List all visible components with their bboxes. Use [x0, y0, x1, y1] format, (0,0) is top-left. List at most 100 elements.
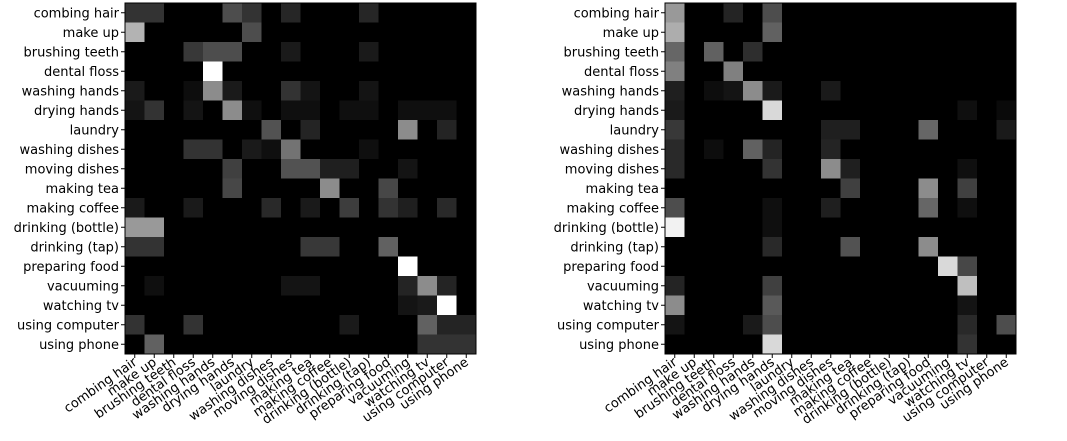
heatmap-cell-r0-c4 [203, 3, 223, 23]
heatmap-cell-r7-c8 [281, 139, 301, 160]
heatmap-cell-r1-c17 [456, 22, 477, 43]
heatmap-cell-r14-c15 [957, 276, 978, 296]
heatmap-cell-r15-c13 [918, 295, 939, 316]
heatmap-cell-r17-c11 [879, 334, 900, 355]
heatmap-cell-r0-c2 [164, 3, 184, 23]
heatmap-cell-r8-c10 [860, 159, 880, 179]
heatmap-cell-r14-c5 [762, 276, 783, 296]
heatmap-cell-r11-c8 [821, 217, 841, 238]
heatmap-cell-r1-c8 [281, 22, 301, 43]
heatmap-cell-r3-c13 [918, 61, 939, 82]
heatmap-cell-r14-c12 [359, 276, 379, 296]
heatmap-cell-r12-c6 [242, 237, 262, 257]
heatmap-cell-r11-c12 [899, 217, 919, 238]
heatmap-cell-r13-c14 [938, 256, 958, 277]
heatmap-cell-r1-c14 [398, 22, 418, 43]
heatmap-cell-r0-c9 [840, 3, 861, 23]
heatmap-cell-r10-c7 [261, 198, 282, 218]
heatmap-cell-r0-c11 [339, 3, 360, 23]
heatmap-cell-r0-c8 [821, 3, 841, 23]
heatmap-cell-r3-c11 [879, 61, 900, 82]
heatmap-cell-r5-c8 [281, 100, 301, 121]
heatmap-cell-r12-c13 [918, 237, 939, 257]
heatmap-cell-r17-c10 [860, 334, 880, 355]
heatmap-cell-r15-c17 [996, 295, 1017, 316]
heatmap-cell-r11-c8 [281, 217, 301, 238]
heatmap-cell-r14-c10 [860, 276, 880, 296]
y-tick-label-make-up: make up [603, 26, 659, 41]
heatmap-cell-r10-c0 [665, 198, 685, 218]
heatmap-cell-r14-c14 [398, 276, 418, 296]
heatmap-cell-r4-c9 [840, 81, 861, 101]
heatmap-cell-r3-c11 [339, 61, 360, 82]
heatmap-cell-r7-c7 [261, 139, 282, 160]
heatmap-cell-r1-c6 [242, 22, 262, 43]
heatmap-cell-r8-c17 [996, 159, 1017, 179]
heatmap-cell-r11-c0 [665, 217, 685, 238]
heatmap-cell-r10-c5 [222, 198, 243, 218]
heatmap-cell-r8-c16 [977, 159, 997, 179]
heatmap-cell-r11-c9 [840, 217, 861, 238]
heatmap-cell-r0-c3 [183, 3, 204, 23]
heatmap-cell-r5-c2 [704, 100, 724, 121]
heatmap-cell-r9-c9 [840, 178, 861, 199]
heatmap-cell-r8-c14 [398, 159, 418, 179]
y-tick-label-drying-hands: drying hands [574, 104, 659, 119]
heatmap-cell-r5-c10 [860, 100, 880, 121]
heatmap-cell-r4-c13 [378, 81, 399, 101]
heatmap-cell-r11-c2 [704, 217, 724, 238]
heatmap-cell-r10-c12 [359, 198, 379, 218]
heatmap-cell-r16-c8 [281, 315, 301, 335]
heatmap-cell-r4-c3 [183, 81, 204, 101]
heatmap-cell-r12-c17 [456, 237, 477, 257]
heatmap-cell-r16-c3 [723, 315, 744, 335]
heatmap-cell-r12-c2 [704, 237, 724, 257]
heatmap-cell-r17-c8 [821, 334, 841, 355]
heatmap-cell-r4-c15 [417, 81, 438, 101]
heatmap-cell-r1-c13 [918, 22, 939, 43]
heatmap-cell-r6-c6 [242, 120, 262, 140]
heatmap-cell-r13-c5 [222, 256, 243, 277]
heatmap-cell-r7-c11 [879, 139, 900, 160]
heatmap-cell-r1-c2 [704, 22, 724, 43]
heatmap-cell-r6-c2 [164, 120, 184, 140]
heatmap-cell-r7-c11 [339, 139, 360, 160]
heatmap-cell-r2-c11 [339, 42, 360, 62]
heatmap-cell-r16-c16 [437, 315, 457, 335]
heatmap-cell-r9-c11 [879, 178, 900, 199]
heatmap-cell-r15-c0 [125, 295, 145, 316]
heatmap-cell-r15-c15 [417, 295, 438, 316]
heatmap-cell-r5-c3 [183, 100, 204, 121]
heatmap-cell-r7-c14 [938, 139, 958, 160]
y-tick-label-washing-dishes: washing dishes [20, 143, 120, 158]
heatmap-cell-r9-c13 [378, 178, 399, 199]
y-tick-label-watching-tv: watching tv [583, 299, 659, 314]
heatmap-cell-r5-c5 [762, 100, 783, 121]
heatmap-cell-r6-c11 [339, 120, 360, 140]
heatmap-cell-r15-c1 [684, 295, 705, 316]
heatmap-cell-r9-c17 [456, 178, 477, 199]
heatmap-cell-r9-c7 [261, 178, 282, 199]
heatmap-cell-r4-c2 [164, 81, 184, 101]
heatmap-cell-r7-c4 [203, 139, 223, 160]
heatmap-cell-r14-c7 [801, 276, 822, 296]
heatmap-cell-r6-c1 [684, 120, 705, 140]
heatmap-cell-r17-c4 [203, 334, 223, 355]
heatmap-cell-r17-c7 [261, 334, 282, 355]
heatmap-cell-r14-c17 [456, 276, 477, 296]
heatmap-cell-r12-c5 [762, 237, 783, 257]
heatmap-cell-r2-c16 [437, 42, 457, 62]
heatmap-cell-r12-c16 [977, 237, 997, 257]
heatmap-cell-r5-c12 [359, 100, 379, 121]
heatmap-cell-r6-c16 [977, 120, 997, 140]
heatmap-cell-r8-c4 [743, 159, 763, 179]
heatmap-cell-r6-c4 [203, 120, 223, 140]
heatmap-cell-r12-c6 [782, 237, 802, 257]
heatmap-cell-r2-c8 [821, 42, 841, 62]
heatmap-cell-r14-c0 [125, 276, 145, 296]
heatmap-cell-r3-c6 [782, 61, 802, 82]
heatmap-cell-r13-c12 [899, 256, 919, 277]
heatmap-cell-r17-c5 [762, 334, 783, 355]
heatmap-cell-r10-c6 [782, 198, 802, 218]
heatmap-cell-r1-c7 [801, 22, 822, 43]
